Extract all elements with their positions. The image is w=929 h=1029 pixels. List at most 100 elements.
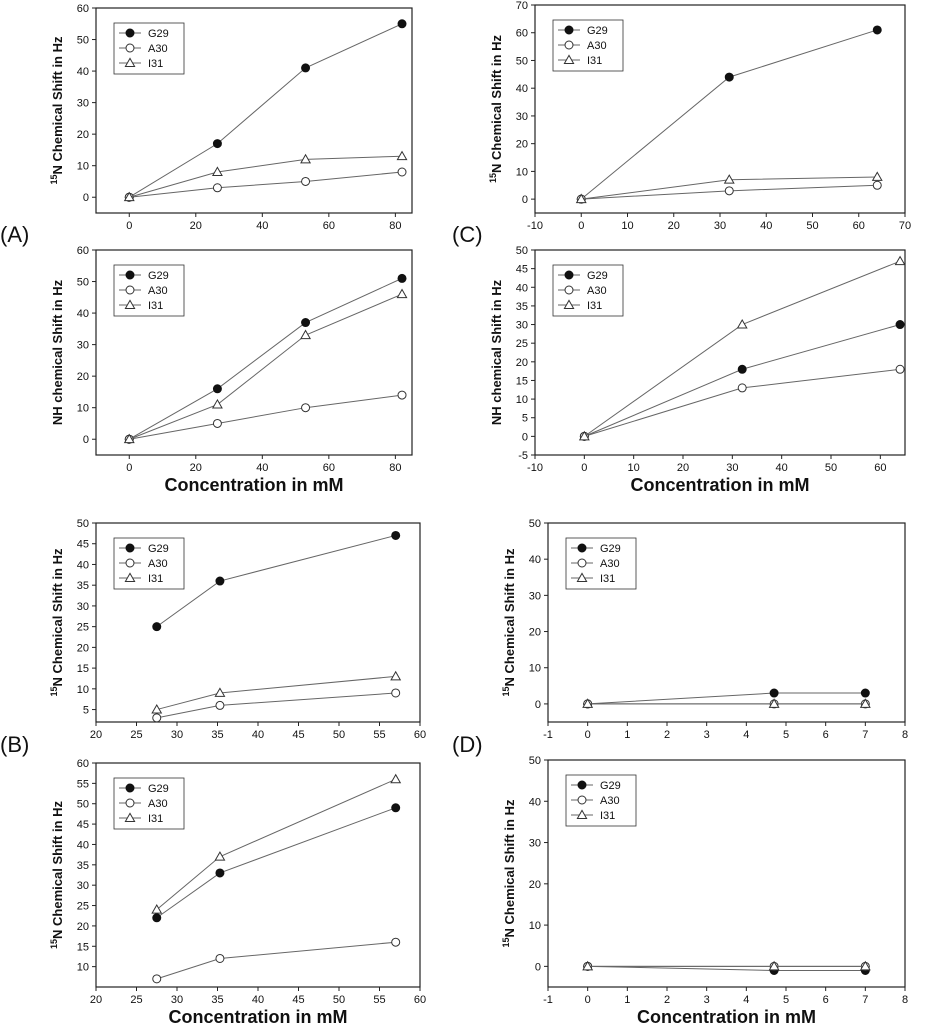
series-a30-point xyxy=(215,953,225,963)
y-tick-label: 0 xyxy=(535,699,541,711)
y-tick-label: 0 xyxy=(522,431,528,443)
series-i31-point xyxy=(723,174,735,184)
y-tick-label: 0 xyxy=(535,961,541,973)
y-tick-label: 20 xyxy=(77,129,89,141)
x-tick-label: 30 xyxy=(171,729,183,741)
legend-label: I31 xyxy=(587,300,602,312)
x-tick-label: 80 xyxy=(389,462,401,474)
series-g29-point xyxy=(212,384,222,394)
x-tick-label: 20 xyxy=(90,994,102,1006)
y-tick-label: 40 xyxy=(516,282,528,294)
x-tick-label: 50 xyxy=(806,220,818,232)
x-axis-label: Concentration in mM xyxy=(169,1007,348,1024)
series-i31-point xyxy=(390,670,402,681)
series-i31-point xyxy=(396,288,408,299)
legend-marker xyxy=(125,43,135,53)
legend-marker xyxy=(125,783,135,793)
x-tick-label: 60 xyxy=(323,462,335,474)
x-tick-label: 35 xyxy=(211,994,223,1006)
x-tick-label: 0 xyxy=(585,729,591,741)
y-tick-label: 40 xyxy=(529,554,541,566)
y-tick-label: 30 xyxy=(77,880,89,892)
legend-marker xyxy=(125,28,135,38)
y-tick-label: 30 xyxy=(516,320,528,332)
x-tick-label: 55 xyxy=(373,994,385,1006)
y-tick-label: 15 xyxy=(77,941,89,953)
y-tick-label: 45 xyxy=(77,819,89,831)
x-tick-label: 6 xyxy=(823,994,829,1006)
x-tick-label: 25 xyxy=(130,994,142,1006)
x-tick-label: 45 xyxy=(292,994,304,1006)
y-tick-label: 50 xyxy=(529,755,541,767)
x-tick-label: 55 xyxy=(373,729,385,741)
series-g29-point xyxy=(215,868,225,878)
x-tick-label: 50 xyxy=(825,462,837,474)
legend-label: G29 xyxy=(587,270,608,282)
y-tick-label: 30 xyxy=(516,111,528,123)
series-i31-point xyxy=(211,166,223,176)
y-tick-label: 60 xyxy=(77,758,89,770)
y-tick-label: 10 xyxy=(77,161,89,173)
x-tick-label: 40 xyxy=(256,462,268,474)
series-a30-point xyxy=(301,403,311,413)
plot-frame xyxy=(547,522,906,723)
legend-marker xyxy=(564,40,574,50)
series-i31-point xyxy=(894,255,906,266)
series-a30-point xyxy=(895,364,905,374)
series-g29-point xyxy=(212,139,222,149)
x-tick-label: 8 xyxy=(902,729,908,741)
y-tick-label: 50 xyxy=(529,518,541,530)
series-a30-point xyxy=(391,937,401,947)
legend-marker xyxy=(564,270,574,280)
x-tick-label: 30 xyxy=(714,220,726,232)
y-tick-label: 40 xyxy=(77,839,89,851)
series-g29-point xyxy=(152,913,162,923)
legend-label: G29 xyxy=(148,543,169,555)
legend-marker xyxy=(577,780,587,790)
y-axis-label: 15N Chemical Shift in Hz xyxy=(501,548,517,696)
series-i31-point xyxy=(736,318,748,329)
series-i31-line xyxy=(129,293,403,440)
x-tick-label: 20 xyxy=(668,220,680,232)
plot-frame xyxy=(95,249,413,456)
y-tick-label: 30 xyxy=(77,601,89,613)
series-i31-point xyxy=(211,398,223,409)
series-i31-point xyxy=(575,193,587,204)
series-g29-line xyxy=(584,324,901,437)
legend-label: I31 xyxy=(148,573,163,585)
legend-marker xyxy=(125,543,135,553)
y-tick-label: 10 xyxy=(77,403,89,415)
plot-frame xyxy=(547,759,906,988)
y-axis-label: 15N Chemical Shift in Hz xyxy=(488,35,504,183)
series-i31-point xyxy=(151,904,163,914)
legend-marker xyxy=(577,795,587,805)
legend-label: I31 xyxy=(600,810,615,822)
y-tick-label: 55 xyxy=(77,778,89,790)
legend-marker xyxy=(563,54,575,64)
x-tick-label: 30 xyxy=(171,994,183,1006)
y-tick-label: 30 xyxy=(529,838,541,850)
y-tick-label: 30 xyxy=(77,98,89,110)
y-tick-label: 50 xyxy=(516,245,528,257)
x-tick-label: 8 xyxy=(902,994,908,1006)
legend-marker xyxy=(124,572,136,582)
y-tick-label: 50 xyxy=(77,518,89,530)
y-tick-label: 60 xyxy=(516,28,528,40)
y-tick-label: 30 xyxy=(77,340,89,352)
legend-marker xyxy=(563,299,575,309)
series-g29-line xyxy=(156,807,396,919)
series-i31-point xyxy=(859,960,871,971)
y-axis-label-text: N Chemical Shift in Hz xyxy=(489,35,504,173)
x-tick-label: 40 xyxy=(760,220,772,232)
legend-label: A30 xyxy=(148,798,168,810)
legend-label: A30 xyxy=(148,43,168,55)
y-axis-label-superscript: 15 xyxy=(49,174,59,184)
x-tick-label: -1 xyxy=(543,729,553,741)
y-tick-label: 60 xyxy=(77,3,89,15)
legend-label: A30 xyxy=(587,285,607,297)
legend-label: A30 xyxy=(600,558,620,570)
x-tick-label: 7 xyxy=(862,994,868,1006)
legend-marker xyxy=(125,798,135,808)
y-tick-label: 20 xyxy=(529,879,541,891)
